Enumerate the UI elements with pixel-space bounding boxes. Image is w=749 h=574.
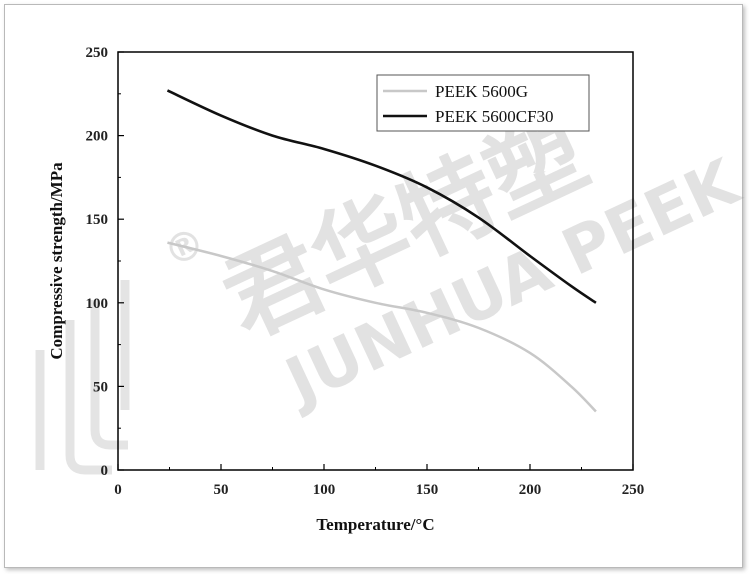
y-tick-label: 250 [86, 45, 109, 61]
x-tick-label: 0 [114, 482, 122, 498]
y-tick-label: 100 [86, 296, 109, 312]
legend-box [376, 74, 590, 132]
watermark: ® 君华特塑 JUNHUA PEEK [35, 95, 749, 475]
y-tick-label: 50 [93, 379, 108, 395]
x-tick-label: 200 [519, 482, 542, 498]
series-line-peek-5600cf30 [166, 89, 597, 304]
x-tick-label: 50 [214, 482, 229, 498]
series-line-peek-5600g [167, 241, 597, 413]
figure-frame [4, 4, 743, 568]
y-axis-title: Compressive strength/MPa [47, 162, 66, 360]
x-tick-label: 250 [622, 482, 645, 498]
x-tick-label: 100 [313, 482, 336, 498]
series-lines [166, 89, 597, 413]
y-tick-label: 200 [86, 129, 109, 145]
axis-ticks: 0 50 100 150 200 250 0 50 100 150 200 250 [86, 45, 645, 498]
y-tick-label: 0 [101, 463, 109, 479]
legend: PEEK 5600G PEEK 5600CF30 [376, 74, 590, 132]
y-tick-label: 150 [86, 212, 109, 228]
x-tick-label: 150 [416, 482, 439, 498]
legend-label-peek-5600g: PEEK 5600G [435, 82, 528, 101]
x-axis-title: Temperature/°C [316, 515, 434, 534]
watermark-logo-icon [35, 280, 130, 475]
legend-label-peek-5600cf30: PEEK 5600CF30 [435, 107, 554, 126]
